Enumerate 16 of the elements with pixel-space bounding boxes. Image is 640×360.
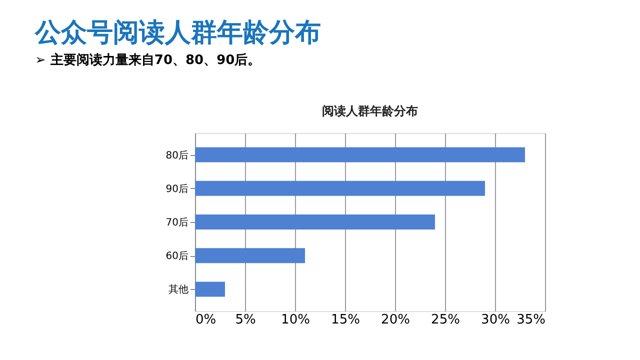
y-tick-label: 80后 (166, 149, 188, 162)
x-tick-label: 20% (381, 312, 410, 328)
x-tick-label: 25% (431, 312, 460, 328)
x-tick-label: 5% (235, 312, 256, 328)
x-tick-label: 0% (196, 312, 216, 328)
x-tick-label: 15% (331, 312, 360, 328)
x-tick-label: 30% (481, 312, 510, 328)
y-tick-label: 其他 (168, 284, 188, 296)
x-tick-label: 35% (516, 312, 546, 328)
chart-title: 公众号阅读人群年龄分布 (34, 18, 321, 48)
y-tick-label: 60后 (166, 250, 188, 262)
x-tick-label: 10% (281, 312, 310, 328)
y-tick-label: 90后 (166, 182, 188, 195)
y-tick-label: 70后 (166, 216, 188, 228)
text: 阅读人群年龄分布 (322, 104, 418, 118)
chart-subtitle: ➢ 主要阅读力量来自70、80、90后。 (35, 52, 261, 68)
